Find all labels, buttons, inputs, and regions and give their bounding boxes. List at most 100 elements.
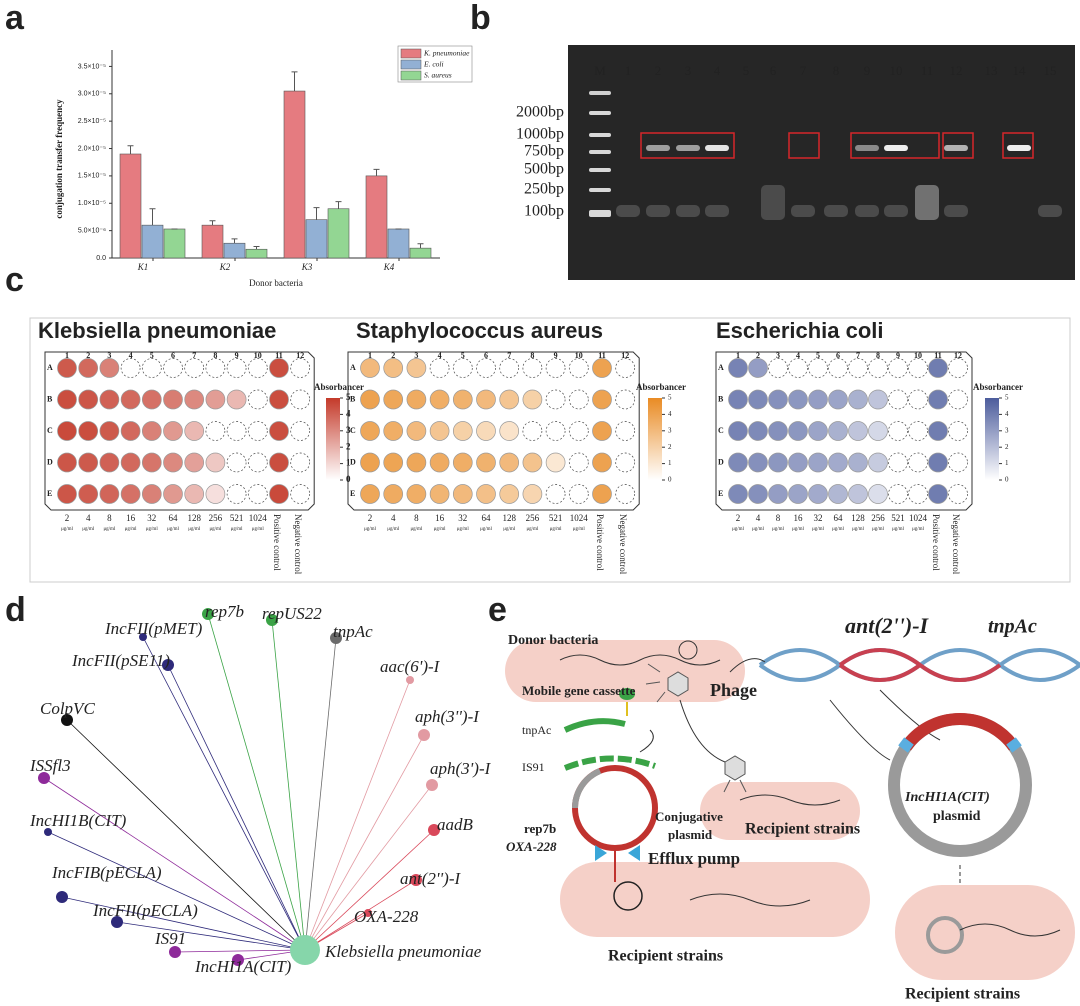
gel-smear bbox=[855, 205, 879, 217]
well bbox=[908, 358, 928, 378]
network-edge bbox=[66, 719, 306, 951]
well bbox=[163, 484, 183, 504]
panel-c-frame bbox=[29, 317, 1071, 583]
column-label: 7 bbox=[856, 351, 860, 360]
legend-label: E. coli bbox=[423, 60, 444, 69]
colorbar-tick-label: 3 bbox=[668, 426, 672, 434]
well bbox=[78, 421, 99, 441]
well bbox=[429, 389, 450, 410]
well bbox=[99, 421, 120, 441]
dose-unit: μg/ml bbox=[872, 527, 884, 532]
well bbox=[828, 452, 848, 473]
node-label: IncFII(pMET) bbox=[104, 619, 203, 638]
well bbox=[888, 389, 908, 410]
well bbox=[406, 421, 427, 441]
diagram-label: plasmid bbox=[933, 809, 981, 824]
panel-label: b bbox=[470, 0, 491, 37]
well bbox=[226, 452, 247, 473]
well bbox=[205, 452, 226, 473]
well bbox=[247, 484, 268, 504]
control-label: Positive control bbox=[595, 514, 605, 571]
well bbox=[406, 389, 427, 410]
control-label: Negative control bbox=[618, 514, 628, 575]
bar bbox=[119, 153, 142, 259]
well bbox=[545, 484, 566, 504]
gel-band bbox=[705, 145, 729, 151]
well bbox=[476, 421, 496, 441]
node-label: repUS22 bbox=[262, 604, 322, 623]
column-label: 1 bbox=[368, 351, 372, 360]
row-label: D bbox=[47, 457, 53, 466]
control-label: Positive control bbox=[931, 514, 941, 571]
network-edge bbox=[167, 664, 306, 951]
control-label: Negative control bbox=[951, 514, 961, 575]
ladder-band bbox=[589, 168, 611, 172]
diagram-label: Efflux pump bbox=[648, 849, 740, 868]
node-label: IncHI1A(CIT) bbox=[194, 957, 292, 976]
well bbox=[848, 389, 868, 410]
center-label: Klebsiella pneumoniae bbox=[324, 942, 482, 961]
dose-label: 2 bbox=[736, 513, 741, 523]
ladder-band bbox=[589, 210, 611, 217]
well bbox=[476, 452, 496, 473]
well bbox=[615, 452, 636, 473]
column-label: 1 bbox=[65, 351, 69, 360]
ladder-label: 100bp bbox=[524, 203, 564, 220]
well bbox=[429, 452, 450, 473]
gel-band bbox=[1007, 145, 1031, 151]
column-label: 7 bbox=[507, 351, 511, 360]
well bbox=[788, 358, 808, 378]
well bbox=[452, 484, 473, 504]
lane-label: 9 bbox=[864, 63, 871, 78]
network-node bbox=[232, 954, 244, 966]
well bbox=[120, 358, 141, 378]
column-label: 4 bbox=[129, 351, 133, 360]
well bbox=[768, 484, 788, 504]
column-label: 6 bbox=[484, 351, 488, 360]
dose-unit: μg/ml bbox=[252, 527, 264, 532]
node-label: ISSfl3 bbox=[29, 756, 71, 775]
dose-unit: μg/ml bbox=[146, 527, 158, 532]
dose-unit: μg/ml bbox=[387, 527, 399, 532]
network-edge bbox=[61, 896, 306, 951]
network-edge bbox=[304, 829, 435, 951]
well bbox=[499, 484, 520, 504]
node-label: ColpVC bbox=[40, 699, 95, 718]
well bbox=[568, 484, 589, 504]
diagram-label: Mobile gene cassette bbox=[522, 683, 636, 698]
well bbox=[141, 358, 162, 378]
well bbox=[499, 421, 520, 441]
well bbox=[728, 358, 748, 378]
well bbox=[476, 484, 496, 504]
well bbox=[429, 484, 450, 504]
dose-label: 1024 bbox=[570, 513, 589, 523]
column-label: 1 bbox=[736, 351, 740, 360]
well bbox=[768, 452, 788, 473]
mechanism-diagram bbox=[505, 640, 1080, 980]
column-label: 9 bbox=[554, 351, 558, 360]
column-label: 11 bbox=[275, 351, 283, 360]
well bbox=[184, 389, 205, 410]
error-bar bbox=[373, 168, 380, 176]
colorbar-tick-label: 4 bbox=[1005, 410, 1009, 418]
dose-unit: μg/ml bbox=[732, 527, 744, 532]
well bbox=[615, 484, 636, 504]
network-node bbox=[56, 891, 68, 903]
well bbox=[948, 484, 968, 504]
well bbox=[522, 452, 543, 473]
well bbox=[360, 389, 380, 410]
dose-unit: μg/ml bbox=[167, 527, 179, 532]
dose-label: 128 bbox=[187, 513, 201, 523]
dose-label: 4 bbox=[86, 513, 91, 523]
well bbox=[868, 389, 888, 410]
node-label: aph(3')-I bbox=[430, 759, 492, 778]
gel-smear bbox=[646, 205, 670, 217]
dose-unit: μg/ml bbox=[752, 527, 764, 532]
gel-smear bbox=[944, 205, 968, 217]
row-label: D bbox=[718, 457, 724, 466]
network-node bbox=[44, 828, 52, 836]
well bbox=[848, 421, 868, 441]
network-edge bbox=[43, 777, 306, 951]
gel-band bbox=[884, 145, 908, 151]
network-node bbox=[162, 659, 174, 671]
